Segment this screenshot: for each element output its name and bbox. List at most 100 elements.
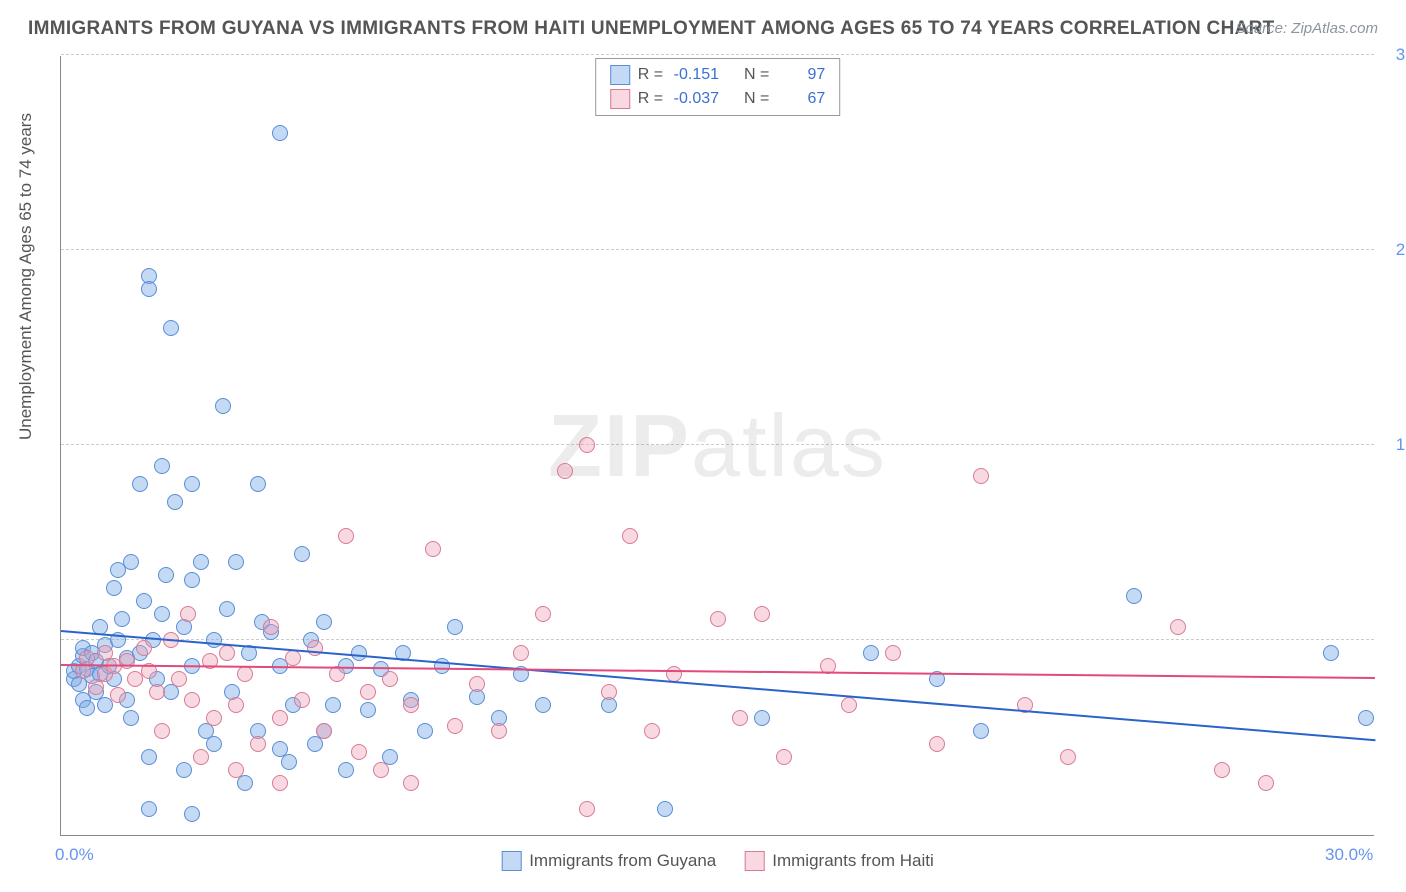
x-tick-label: 0.0%	[55, 845, 94, 865]
data-point	[184, 692, 200, 708]
data-point	[110, 687, 126, 703]
data-point	[1170, 619, 1186, 635]
r-label: R =	[638, 87, 663, 111]
data-point	[513, 645, 529, 661]
data-point	[732, 710, 748, 726]
legend-item: Immigrants from Guyana	[501, 851, 716, 871]
data-point	[193, 749, 209, 765]
data-point	[180, 606, 196, 622]
data-point	[154, 606, 170, 622]
data-point	[250, 736, 266, 752]
legend-label: Immigrants from Haiti	[772, 851, 934, 871]
legend-stats-box: R = -0.151 N = 97 R = -0.037 N = 67	[595, 58, 841, 116]
swatch-icon	[501, 851, 521, 871]
data-point	[447, 619, 463, 635]
data-point	[141, 281, 157, 297]
grid-line	[61, 639, 1374, 640]
legend-stats-row: R = -0.037 N = 67	[610, 87, 826, 111]
data-point	[403, 697, 419, 713]
n-value: 67	[777, 87, 825, 111]
data-point	[79, 700, 95, 716]
legend-item: Immigrants from Haiti	[744, 851, 934, 871]
y-tick-label: 30.0%	[1384, 45, 1406, 65]
legend-label: Immigrants from Guyana	[529, 851, 716, 871]
data-point	[272, 741, 288, 757]
data-point	[325, 697, 341, 713]
data-point	[215, 398, 231, 414]
data-point	[535, 606, 551, 622]
data-point	[114, 611, 130, 627]
data-point	[644, 723, 660, 739]
y-tick-label: 15.0%	[1384, 435, 1406, 455]
swatch-icon	[610, 89, 630, 109]
data-point	[97, 697, 113, 713]
data-point	[601, 684, 617, 700]
n-label: N =	[744, 87, 769, 111]
legend-series: Immigrants from Guyana Immigrants from H…	[501, 851, 934, 871]
chart-title: IMMIGRANTS FROM GUYANA VS IMMIGRANTS FRO…	[28, 18, 1275, 39]
data-point	[557, 463, 573, 479]
data-point	[136, 593, 152, 609]
y-axis-label: Unemployment Among Ages 65 to 74 years	[16, 113, 36, 440]
data-point	[237, 775, 253, 791]
grid-line	[61, 249, 1374, 250]
data-point	[272, 710, 288, 726]
watermark: ZIPatlas	[548, 395, 887, 497]
source-label: Source: ZipAtlas.com	[1235, 20, 1378, 37]
data-point	[710, 611, 726, 627]
data-point	[141, 801, 157, 817]
data-point	[1258, 775, 1274, 791]
data-point	[929, 736, 945, 752]
data-point	[123, 554, 139, 570]
data-point	[158, 567, 174, 583]
data-point	[447, 718, 463, 734]
data-point	[535, 697, 551, 713]
data-point	[136, 640, 152, 656]
data-point	[149, 684, 165, 700]
data-point	[622, 528, 638, 544]
data-point	[228, 697, 244, 713]
data-point	[193, 554, 209, 570]
legend-stats-row: R = -0.151 N = 97	[610, 63, 826, 87]
data-point	[382, 671, 398, 687]
data-point	[123, 710, 139, 726]
data-point	[219, 601, 235, 617]
data-point	[228, 554, 244, 570]
data-point	[373, 762, 389, 778]
scatter-plot-area: ZIPatlas R = -0.151 N = 97 R = -0.037 N …	[60, 56, 1374, 836]
data-point	[294, 692, 310, 708]
data-point	[1323, 645, 1339, 661]
data-point	[351, 744, 367, 760]
data-point	[403, 775, 419, 791]
data-point	[841, 697, 857, 713]
data-point	[885, 645, 901, 661]
data-point	[469, 676, 485, 692]
data-point	[167, 494, 183, 510]
data-point	[776, 749, 792, 765]
data-point	[657, 801, 673, 817]
data-point	[272, 125, 288, 141]
grid-line	[61, 54, 1374, 55]
data-point	[176, 762, 192, 778]
data-point	[1126, 588, 1142, 604]
data-point	[250, 476, 266, 492]
data-point	[579, 437, 595, 453]
data-point	[228, 762, 244, 778]
data-point	[338, 528, 354, 544]
data-point	[425, 541, 441, 557]
data-point	[294, 546, 310, 562]
data-point	[1358, 710, 1374, 726]
data-point	[237, 666, 253, 682]
data-point	[132, 476, 148, 492]
data-point	[754, 710, 770, 726]
data-point	[141, 749, 157, 765]
r-value: -0.151	[671, 63, 719, 87]
data-point	[154, 723, 170, 739]
n-value: 97	[777, 63, 825, 87]
swatch-icon	[610, 65, 630, 85]
data-point	[1214, 762, 1230, 778]
trend-line	[61, 664, 1375, 679]
data-point	[579, 801, 595, 817]
data-point	[206, 632, 222, 648]
data-point	[184, 572, 200, 588]
